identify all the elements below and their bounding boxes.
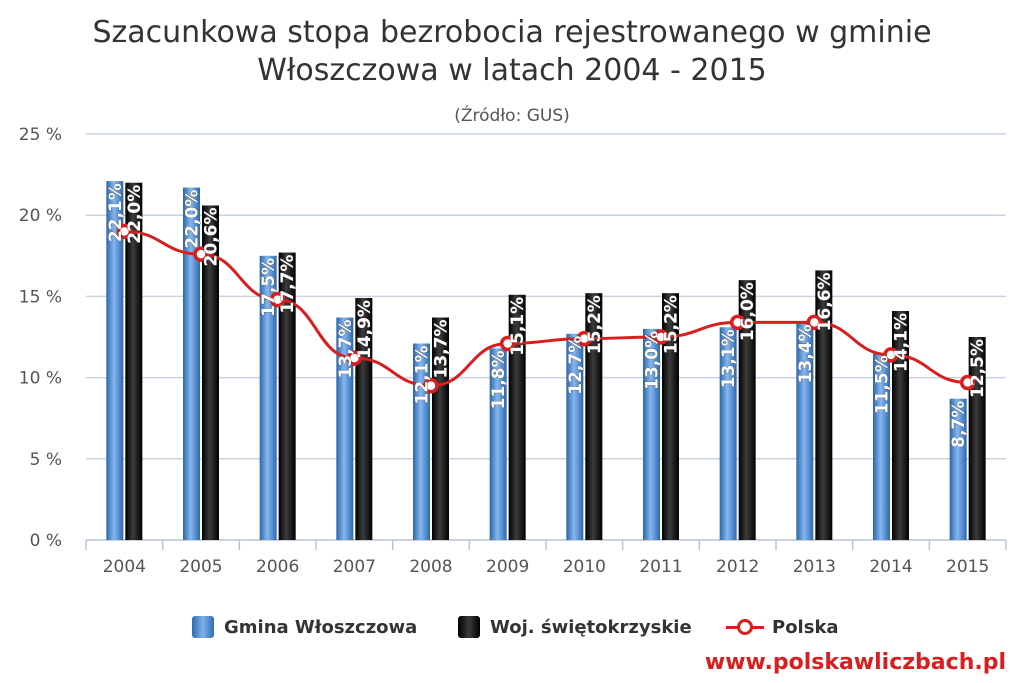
legend-label-polska: Polska — [772, 616, 839, 638]
y-axis: 0 % 5 % 10 % 15 % 20 % 25 % — [19, 125, 62, 551]
x-tick-label-2014: 2014 — [869, 557, 912, 577]
polska-point-2015 — [959, 374, 976, 391]
polska-point-2004 — [116, 223, 133, 240]
bar-wojewodztwo-2014 — [892, 311, 909, 540]
legend-swatch-gmina — [192, 616, 214, 638]
bar-wojewodztwo-2005 — [202, 205, 219, 540]
polska-line — [116, 223, 976, 394]
website-url[interactable]: www.polskawliczbach.pl — [704, 650, 1006, 675]
data-label-wojewodztwo-2012: 16,0% — [738, 282, 758, 341]
data-label-wojewodztwo-2011: 15,2% — [662, 295, 682, 354]
x-tick-label-2015: 2015 — [946, 557, 989, 577]
chart-plot: 0 %5 %10 %15 %20 %25 % 2004 2005 2006 2007 2… — [19, 125, 1007, 577]
data-label-gmina-2006: 17,5% — [259, 258, 279, 317]
polska-point-2008 — [423, 377, 439, 394]
x-tick-label-2008: 2008 — [409, 557, 452, 577]
legend-item-wojewodztwo[interactable]: Woj. świętokrzyskie — [458, 612, 692, 642]
chart-title-line2: Włoszczowa w latach 2004 - 2015 — [257, 53, 767, 88]
polska-point-2005 — [193, 246, 209, 262]
legend-item-polska[interactable]: Polska — [726, 612, 839, 642]
legend-label-wojewodztwo: Woj. świętokrzyskie — [490, 616, 692, 638]
data-label-gmina-2009: 11,8% — [489, 350, 509, 409]
legend-label-gmina: Gmina Włoszczowa — [224, 616, 418, 638]
data-label-gmina-2008: 12,1% — [413, 345, 433, 404]
x-tick-label-2004: 2004 — [103, 557, 146, 577]
bar-wojewodztwo-2009 — [508, 294, 526, 540]
bar-gmina-2008 — [413, 343, 430, 540]
x-axis: 2004 2005 2006 2007 2008 2009 2010 2011 2012 2013… — [85, 540, 1007, 577]
bar-gmina-2012 — [719, 327, 737, 540]
bar-gmina-2007 — [336, 317, 354, 540]
data-label-wojewodztwo-2009: 15,1% — [508, 297, 528, 356]
bar-wojewodztwo-2004 — [125, 182, 143, 540]
x-tick-label-2012: 2012 — [716, 557, 759, 577]
x-tick-label-2006: 2006 — [256, 557, 299, 577]
bar-gmina-2015 — [949, 398, 967, 540]
bars — [106, 181, 986, 541]
data-label-wojewodztwo-2015: 12,5% — [968, 339, 988, 398]
data-label-gmina-2014: 11,5% — [873, 355, 893, 414]
grid-lines — [86, 133, 1006, 541]
bar-wojewodztwo-2012 — [738, 280, 756, 540]
polska-point-2007 — [346, 350, 363, 366]
polska-series-line — [124, 229, 968, 388]
data-label-gmina-2015: 8,7% — [949, 401, 969, 448]
bar-gmina-2014 — [873, 353, 890, 540]
polska-point-2010 — [576, 330, 593, 347]
x-tick-label-2013: 2013 — [793, 557, 836, 577]
bar-gmina-2009 — [489, 348, 507, 540]
data-label-gmina-2012: 13,1% — [719, 329, 739, 388]
polska-point-2009 — [499, 335, 516, 352]
y-tick-label-20: 20 % — [19, 206, 62, 226]
legend: Gmina Włoszczowa Woj. świętokrzyskie Pol… — [0, 612, 1024, 642]
chart-title-line1: Szacunkowa stopa bezrobocia rejestrowane… — [92, 15, 932, 50]
y-tick-label-15: 15 % — [19, 287, 62, 307]
bar-wojewodztwo-2006 — [278, 252, 296, 540]
data-label-gmina-2013: 13,4% — [796, 324, 816, 383]
bar-wojewodztwo-2008 — [432, 317, 449, 540]
data-label-gmina-2011: 13,0% — [643, 331, 663, 390]
polska-point-2012 — [729, 314, 746, 331]
x-tick-label-2010: 2010 — [563, 557, 606, 577]
data-label-wojewodztwo-2006: 17,7% — [278, 255, 298, 314]
x-tick-label-2007: 2007 — [333, 557, 376, 577]
data-label-gmina-2010: 12,7% — [566, 336, 586, 395]
polska-point-2011 — [653, 329, 669, 345]
bar-wojewodztwo-2010 — [585, 293, 603, 540]
bar-wojewodztwo-2011 — [662, 293, 679, 540]
data-label-wojewodztwo-2007: 14,9% — [355, 300, 375, 359]
bar-gmina-2010 — [566, 333, 584, 540]
data-label-wojewodztwo-2008: 13,7% — [432, 320, 452, 379]
data-label-wojewodztwo-2010: 15,2% — [585, 295, 605, 354]
data-label-wojewodztwo-2013: 16,6% — [815, 272, 835, 331]
x-tick-label-2011: 2011 — [639, 557, 682, 577]
data-label-wojewodztwo-2004: 22,0% — [125, 185, 145, 244]
bar-gmina-2011 — [643, 328, 660, 540]
bar-wojewodztwo-2013 — [815, 270, 833, 540]
polska-point-2014 — [883, 347, 899, 363]
chart-subtitle: (Źródło: GUS) — [454, 106, 570, 126]
data-labels: 22,1%22,0% 22,0% 20,6%17,5% 17,7%13,7% 14,9%… — [106, 183, 989, 448]
polska-point-2013 — [806, 314, 823, 331]
y-tick-label-5: 5 % — [30, 450, 62, 470]
data-label-gmina-2004: 22,1% — [106, 183, 126, 242]
data-label-gmina-2005: 22,0% — [183, 190, 203, 249]
data-label-wojewodztwo-2014: 14,1% — [892, 313, 912, 372]
data-label-gmina-2007: 13,7% — [336, 320, 356, 379]
legend-swatch-wojewodztwo — [458, 616, 480, 638]
chart-title: Szacunkowa stopa bezrobocia rejestrowane… — [0, 14, 1024, 90]
legend-item-gmina[interactable]: Gmina Włoszczowa — [192, 612, 417, 642]
x-tick-label-2009: 2009 — [486, 557, 529, 577]
bar-gmina-2013 — [796, 322, 814, 540]
x-tick-label-2005: 2005 — [179, 557, 222, 577]
bar-gmina-2005 — [183, 187, 200, 541]
bar-gmina-2004 — [106, 181, 124, 540]
legend-swatch-polska — [726, 616, 764, 638]
y-tick-label-10: 10 % — [19, 369, 62, 389]
polska-point-2006 — [269, 291, 286, 308]
y-tick-label-25: 25 % — [19, 125, 62, 145]
y-tick-label-0: 0 % — [30, 531, 62, 551]
bar-gmina-2006 — [259, 255, 277, 541]
data-label-wojewodztwo-2005: 20,6% — [202, 207, 222, 266]
